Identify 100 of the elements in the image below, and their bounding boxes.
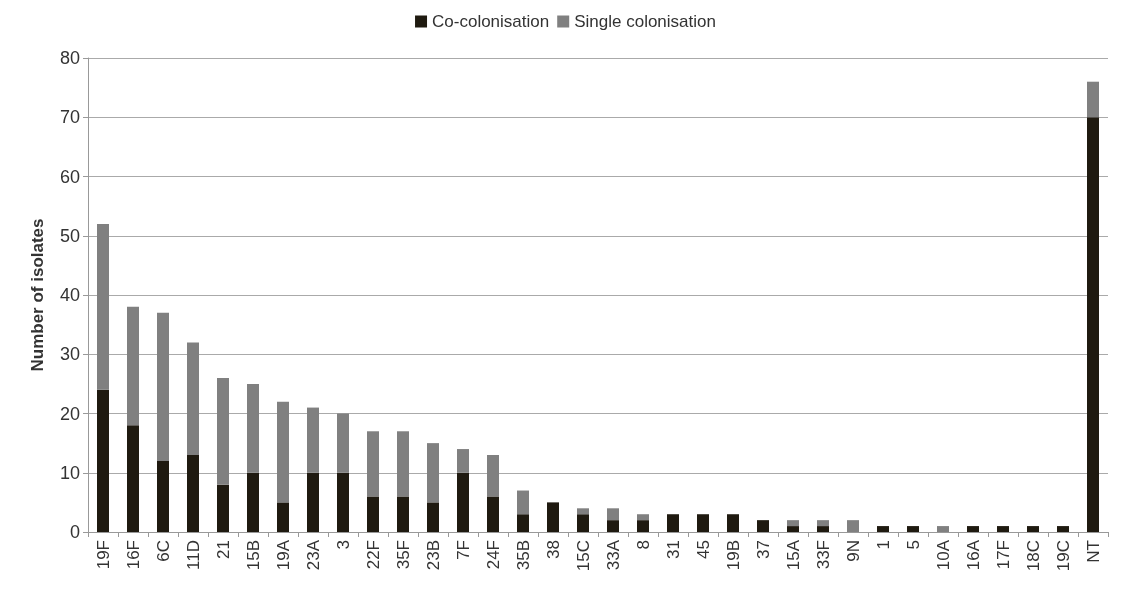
x-tick-label: 33F: [813, 540, 833, 570]
bar: [607, 508, 619, 521]
bar: [517, 514, 529, 532]
x-tick-label: 19B: [723, 540, 743, 571]
bar: [1087, 81, 1099, 118]
bar: [997, 526, 1009, 532]
bar: [787, 526, 799, 532]
bar: [217, 377, 229, 485]
x-tick-label: NT: [1083, 540, 1103, 563]
x-tick-label: 1: [873, 540, 893, 550]
bar: [247, 383, 259, 473]
bar: [307, 472, 319, 532]
x-tick-label: 18C: [1023, 540, 1043, 572]
bar: [427, 443, 439, 503]
bar: [487, 454, 499, 497]
bar: [337, 472, 349, 532]
bar: [637, 520, 649, 532]
x-tick-label: 5: [903, 540, 923, 550]
bar: [847, 520, 859, 532]
bar: [367, 496, 379, 532]
bar: [277, 502, 289, 532]
bar: [577, 508, 589, 515]
x-tick-label: 35F: [393, 540, 413, 570]
x-tick-label: 35B: [513, 540, 533, 571]
y-tick-label: 70: [59, 107, 80, 128]
x-tick-label: 21: [213, 540, 233, 559]
y-tick-label: 80: [59, 48, 80, 68]
x-tick-label: 23A: [303, 539, 323, 571]
bar: [1057, 526, 1069, 532]
bar: [697, 514, 709, 532]
legend-label: Single colonisation: [574, 12, 716, 31]
bar: [907, 526, 919, 532]
y-tick-label: 20: [59, 403, 80, 424]
bar: [127, 306, 139, 426]
bar: [577, 514, 589, 532]
x-tick-label: 19C: [1053, 540, 1073, 572]
x-tick-label: 8: [633, 540, 653, 550]
x-tick-label: 31: [663, 540, 683, 559]
bar: [817, 520, 829, 527]
bar: [967, 526, 979, 532]
x-tick-label: 33A: [603, 539, 623, 571]
bar: [397, 496, 409, 532]
x-tick-label: 11D: [183, 540, 203, 570]
y-axis-title: Number of isolates: [28, 218, 47, 372]
bar: [547, 502, 559, 532]
x-tick-label: 9N: [843, 540, 863, 562]
bar: [367, 431, 379, 497]
bar: [307, 407, 319, 473]
y-tick-label: 0: [69, 522, 80, 542]
bar: [487, 496, 499, 532]
bar: [157, 460, 169, 532]
bar: [457, 472, 469, 532]
bar: [787, 520, 799, 527]
x-tick-label: 38: [543, 540, 563, 559]
bar: [337, 413, 349, 473]
bar: [427, 502, 439, 532]
x-tick-label: 10A: [933, 539, 953, 571]
x-tick-label: 19F: [93, 540, 113, 570]
bar: [157, 312, 169, 461]
bar: [187, 342, 199, 455]
bar: [727, 514, 739, 532]
bar: [637, 514, 649, 521]
y-tick-label: 50: [59, 225, 80, 246]
bar: [127, 425, 139, 532]
x-tick-label: 23B: [423, 540, 443, 571]
x-tick-label: 22F: [363, 540, 383, 570]
x-tick-label: 15B: [243, 540, 263, 571]
bar: [757, 520, 769, 532]
x-tick-label: 15C: [573, 540, 593, 572]
x-tick-label: 6C: [153, 540, 173, 562]
x-tick-label: 16F: [123, 540, 143, 570]
bar: [97, 223, 109, 390]
bar: [1087, 117, 1099, 532]
y-tick-label: 30: [59, 344, 80, 365]
bar: [937, 526, 949, 532]
x-tick-label: 24F: [483, 540, 503, 570]
bar: [397, 431, 409, 497]
bar: [187, 454, 199, 532]
bar: [667, 514, 679, 532]
x-tick-label: 15A: [783, 539, 803, 571]
x-tick-label: 16A: [963, 539, 983, 571]
bar: [277, 401, 289, 503]
y-tick-label: 10: [59, 462, 80, 483]
bar: [457, 449, 469, 473]
x-tick-label: 17F: [993, 540, 1013, 570]
bar: [97, 389, 109, 532]
x-tick-label: 7F: [453, 540, 473, 560]
legend-label: Co-colonisation: [432, 12, 550, 31]
x-tick-label: 45: [693, 540, 713, 559]
bar: [1027, 526, 1039, 532]
y-tick-label: 60: [59, 166, 80, 187]
bar: [247, 472, 259, 532]
bar: [217, 484, 229, 532]
bar: [817, 526, 829, 532]
x-tick-label: 37: [753, 540, 773, 559]
x-tick-label: 3: [333, 540, 353, 550]
bar: [607, 520, 619, 532]
bar: [517, 490, 529, 515]
y-tick-label: 40: [59, 285, 80, 305]
bar: [877, 526, 889, 532]
